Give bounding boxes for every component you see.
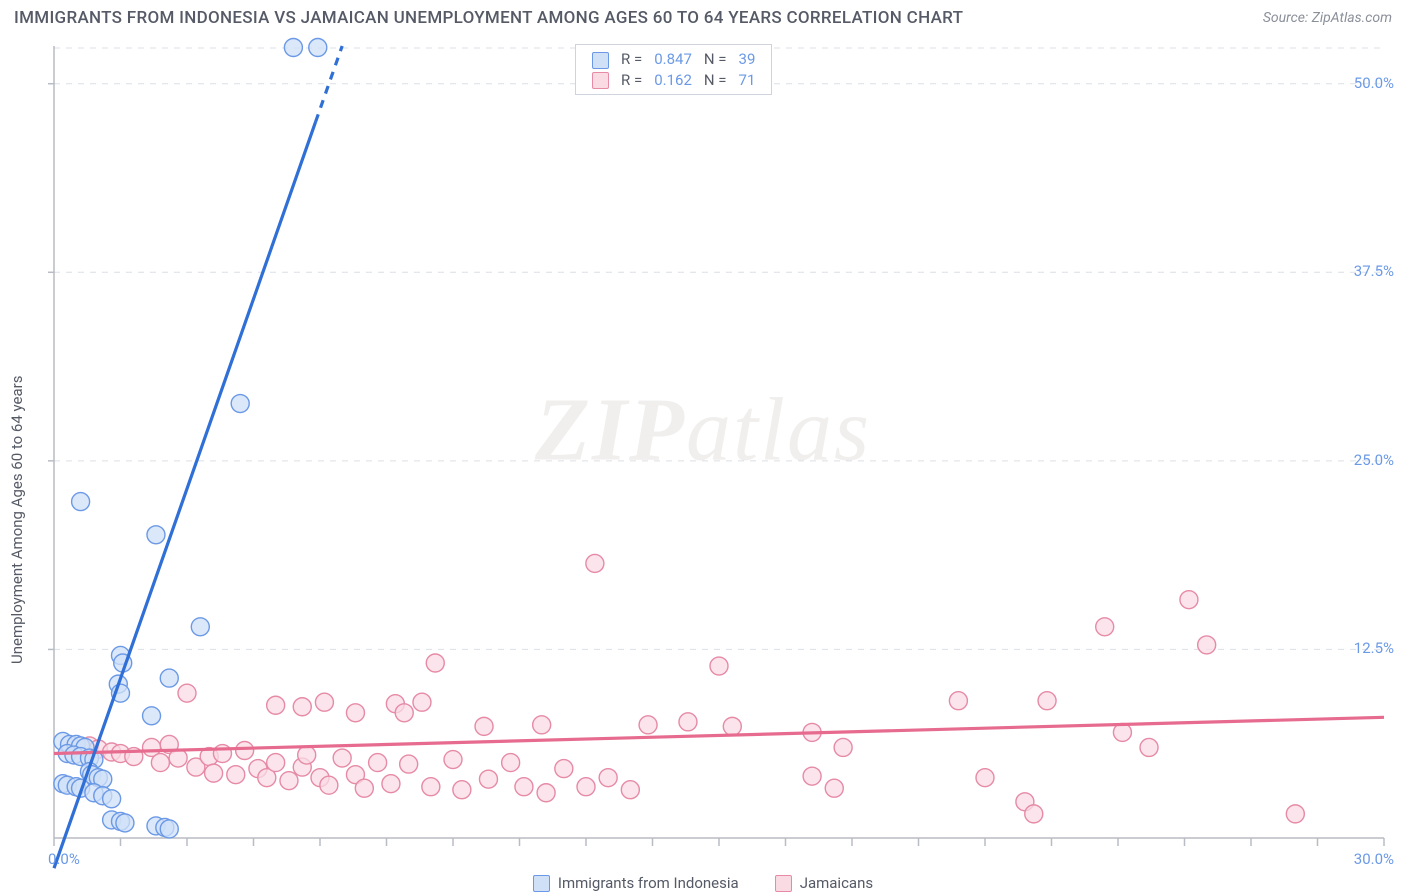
- legend-n-label: N =: [698, 70, 733, 91]
- scatter-plot-svg: [0, 36, 1406, 892]
- legend-label-series-1: Jamaicans: [800, 874, 873, 892]
- chart-title: IMMIGRANTS FROM INDONESIA VS JAMAICAN UN…: [14, 8, 963, 28]
- legend-n-value-1: 71: [733, 70, 762, 91]
- correlation-legend-box: R = 0.847 N = 39 R = 0.162 N = 71: [575, 44, 772, 95]
- source-attribution: Source: ZipAtlas.com: [1263, 10, 1392, 26]
- x-axis-max-label: 30.0%: [1354, 850, 1394, 868]
- legend-label-series-0: Immigrants from Indonesia: [558, 874, 739, 892]
- legend-r-value-1: 0.162: [648, 70, 698, 91]
- legend-row-series-1: R = 0.162 N = 71: [586, 70, 761, 91]
- y-tick-label: 25.0%: [1354, 451, 1394, 469]
- legend-r-value-0: 0.847: [648, 49, 698, 70]
- x-axis-origin-label: 0.0%: [48, 850, 80, 868]
- chart-area: ZIPatlas Unemployment Among Ages 60 to 6…: [0, 36, 1406, 892]
- legend-swatch-series-1: [592, 72, 609, 89]
- legend-swatch-icon: [775, 875, 792, 892]
- y-axis-label: Unemployment Among Ages 60 to 64 years: [8, 375, 26, 663]
- legend-item-series-0: Immigrants from Indonesia: [533, 874, 739, 892]
- legend-swatch-icon: [533, 875, 550, 892]
- title-bar: IMMIGRANTS FROM INDONESIA VS JAMAICAN UN…: [0, 0, 1406, 32]
- legend-swatch-series-0: [592, 52, 609, 69]
- y-tick-label: 37.5%: [1354, 262, 1394, 280]
- legend-n-value-0: 39: [733, 49, 762, 70]
- legend-n-label: N =: [698, 49, 733, 70]
- legend-row-series-0: R = 0.847 N = 39: [586, 49, 761, 70]
- legend-table: R = 0.847 N = 39 R = 0.162 N = 71: [586, 49, 761, 90]
- legend-r-label: R =: [615, 49, 648, 70]
- x-axis-legend: Immigrants from Indonesia Jamaicans: [0, 874, 1406, 892]
- legend-item-series-1: Jamaicans: [775, 874, 873, 892]
- y-tick-label: 12.5%: [1354, 639, 1394, 657]
- y-tick-label: 50.0%: [1354, 74, 1394, 92]
- legend-r-label: R =: [615, 70, 648, 91]
